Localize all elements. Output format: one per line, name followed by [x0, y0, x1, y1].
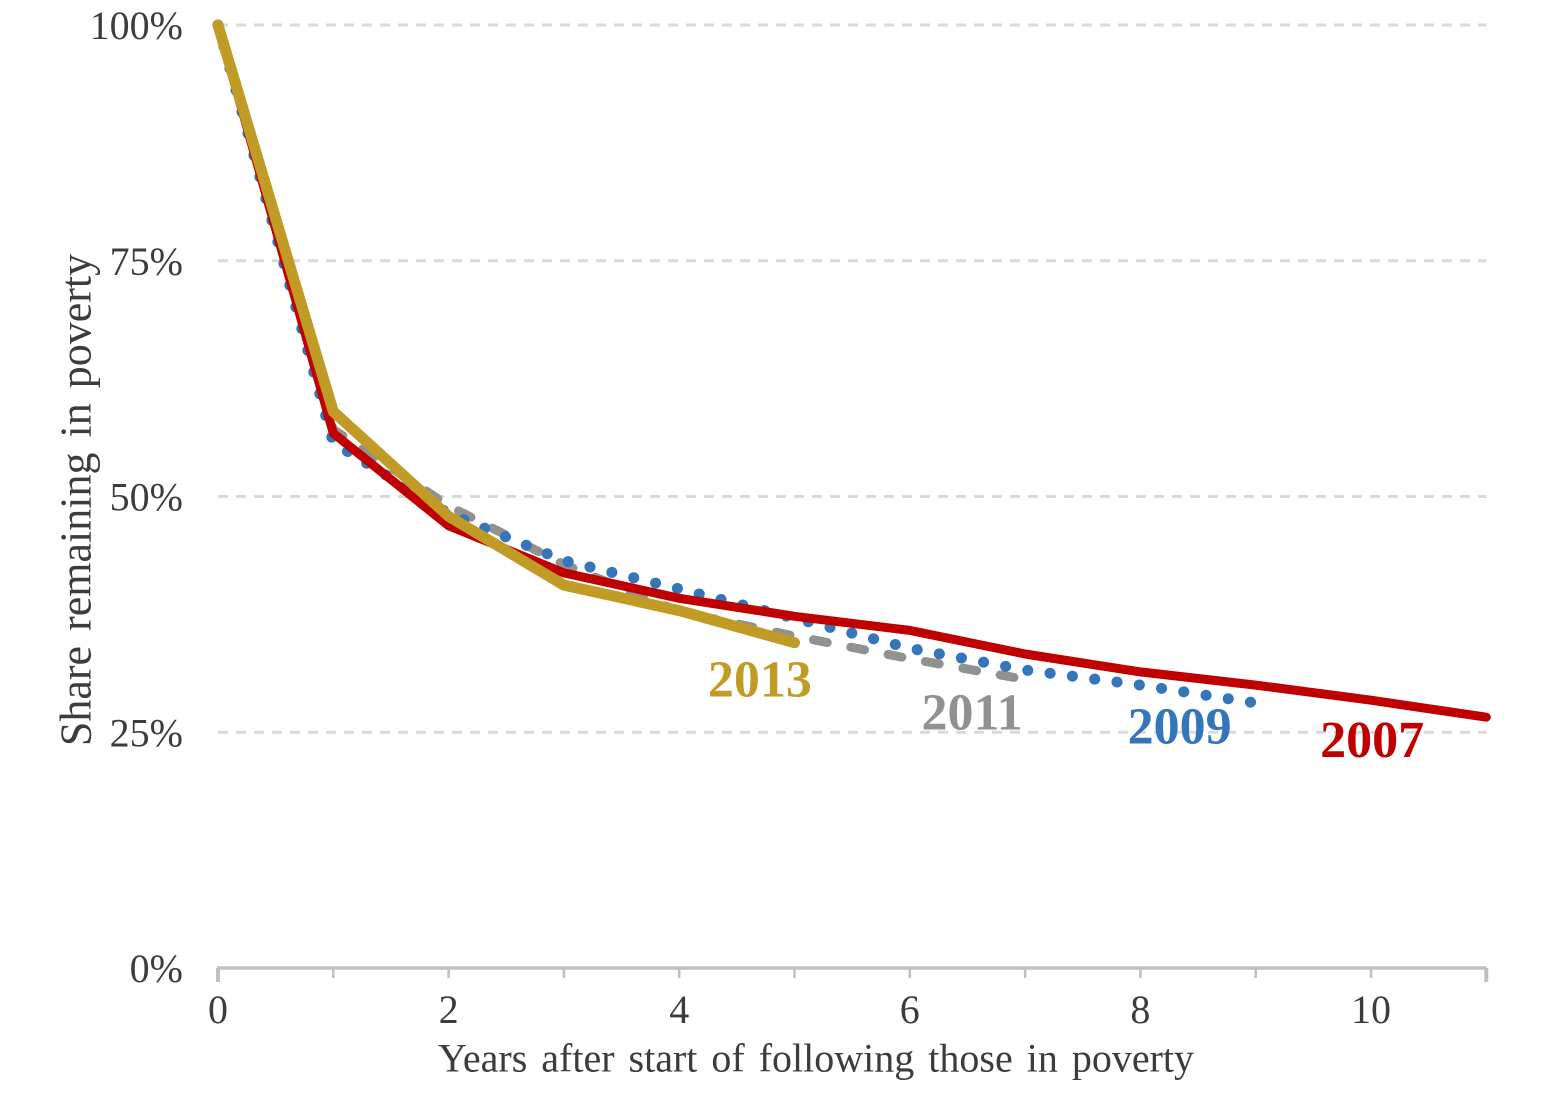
x-tick-label-6: 6 [900, 987, 920, 1032]
series-line-2007 [213, 20, 1491, 722]
y-tick-label-75%: 75% [110, 239, 183, 284]
y-tick-label-50%: 50% [110, 475, 183, 520]
y-tick-label-0%: 0% [130, 946, 183, 991]
series-line-2011 [213, 20, 1030, 684]
series-label-2009: 2009 [1128, 699, 1232, 756]
x-tick-label-4: 4 [669, 987, 689, 1032]
series-label-2007: 2007 [1320, 712, 1424, 769]
x-tick-label-10: 10 [1351, 987, 1391, 1032]
x-tick-label-8: 8 [1130, 987, 1150, 1032]
x-tick-label-2: 2 [439, 987, 459, 1032]
x-axis-title: Years after start of following those in … [437, 1035, 1195, 1081]
series-line-2009 [212, 19, 1262, 709]
series-label-2013: 2013 [708, 651, 812, 708]
series-label-2011: 2011 [921, 685, 1022, 742]
x-tick-label-0: 0 [208, 987, 228, 1032]
series-line-2013 [212, 19, 800, 649]
y-tick-label-100%: 100% [90, 3, 183, 48]
y-tick-label-25%: 25% [110, 710, 183, 755]
y-axis-title: Share remaining in poverty [51, 253, 101, 747]
